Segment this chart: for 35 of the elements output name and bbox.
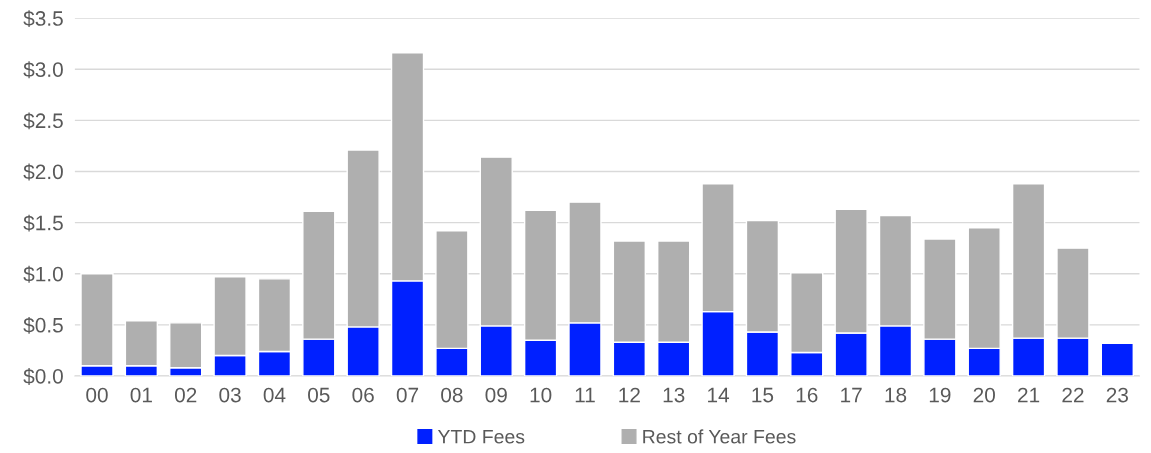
x-tick-label: 10 [530,387,552,403]
x-tick-label: 11 [575,387,595,403]
legend-label: YTD Fees [437,429,525,444]
y-tick-label: $2.0 [23,163,63,181]
y-tick-label: $1.0 [23,265,63,283]
x-tick-label: 00 [86,387,108,403]
x-tick-label: 16 [796,387,818,403]
x-tick-label: 19 [929,387,951,403]
y-tick-label: $1.5 [23,214,63,232]
x-tick-label: 14 [708,387,730,403]
x-tick-label: 07 [396,387,419,403]
x-tick-label: 08 [441,387,463,403]
x-tick-label: 15 [752,387,774,403]
y-tick-label: $0.0 [23,368,63,385]
x-tick-label: 20 [973,387,995,403]
y-tick-label: $2.5 [23,112,63,130]
x-tick-label: 03 [219,387,241,403]
x-tick-label: 17 [841,387,862,403]
x-tick-label: 13 [663,387,685,403]
bar [1100,342,1134,376]
x-tick-label: 22 [1062,387,1084,403]
y-tick-label: $3.5 [23,10,63,28]
x-tick-label: 01 [130,387,152,403]
x-tick-label: 09 [485,387,507,403]
y-tick-label: $0.5 [23,316,63,334]
x-tick-label: 21 [1018,387,1040,403]
y-tick-label: $3.0 [23,61,63,79]
x-tick-label: 04 [263,387,286,403]
x-tick-label: 18 [885,387,907,403]
x-tick-label: 02 [174,387,197,403]
x-tick-label: 05 [308,387,330,403]
x-tick-label: 12 [619,387,640,403]
legend-label: Rest of Year Fees [643,429,796,444]
x-tick-label: 06 [352,387,374,403]
x-tick-label: 23 [1106,387,1128,403]
